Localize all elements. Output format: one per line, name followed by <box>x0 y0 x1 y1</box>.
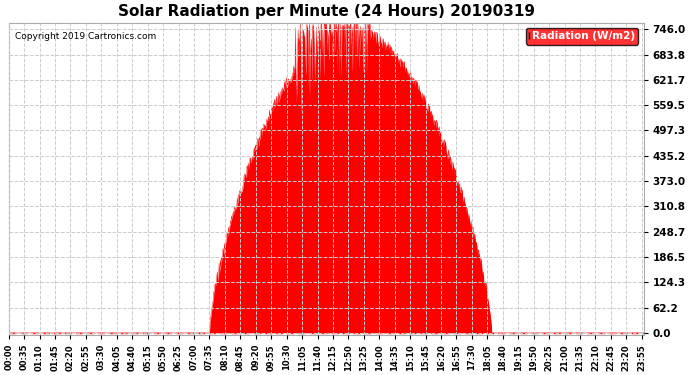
Text: Copyright 2019 Cartronics.com: Copyright 2019 Cartronics.com <box>15 33 156 42</box>
Title: Solar Radiation per Minute (24 Hours) 20190319: Solar Radiation per Minute (24 Hours) 20… <box>117 4 535 19</box>
Legend: Radiation (W/m2): Radiation (W/m2) <box>526 28 638 45</box>
